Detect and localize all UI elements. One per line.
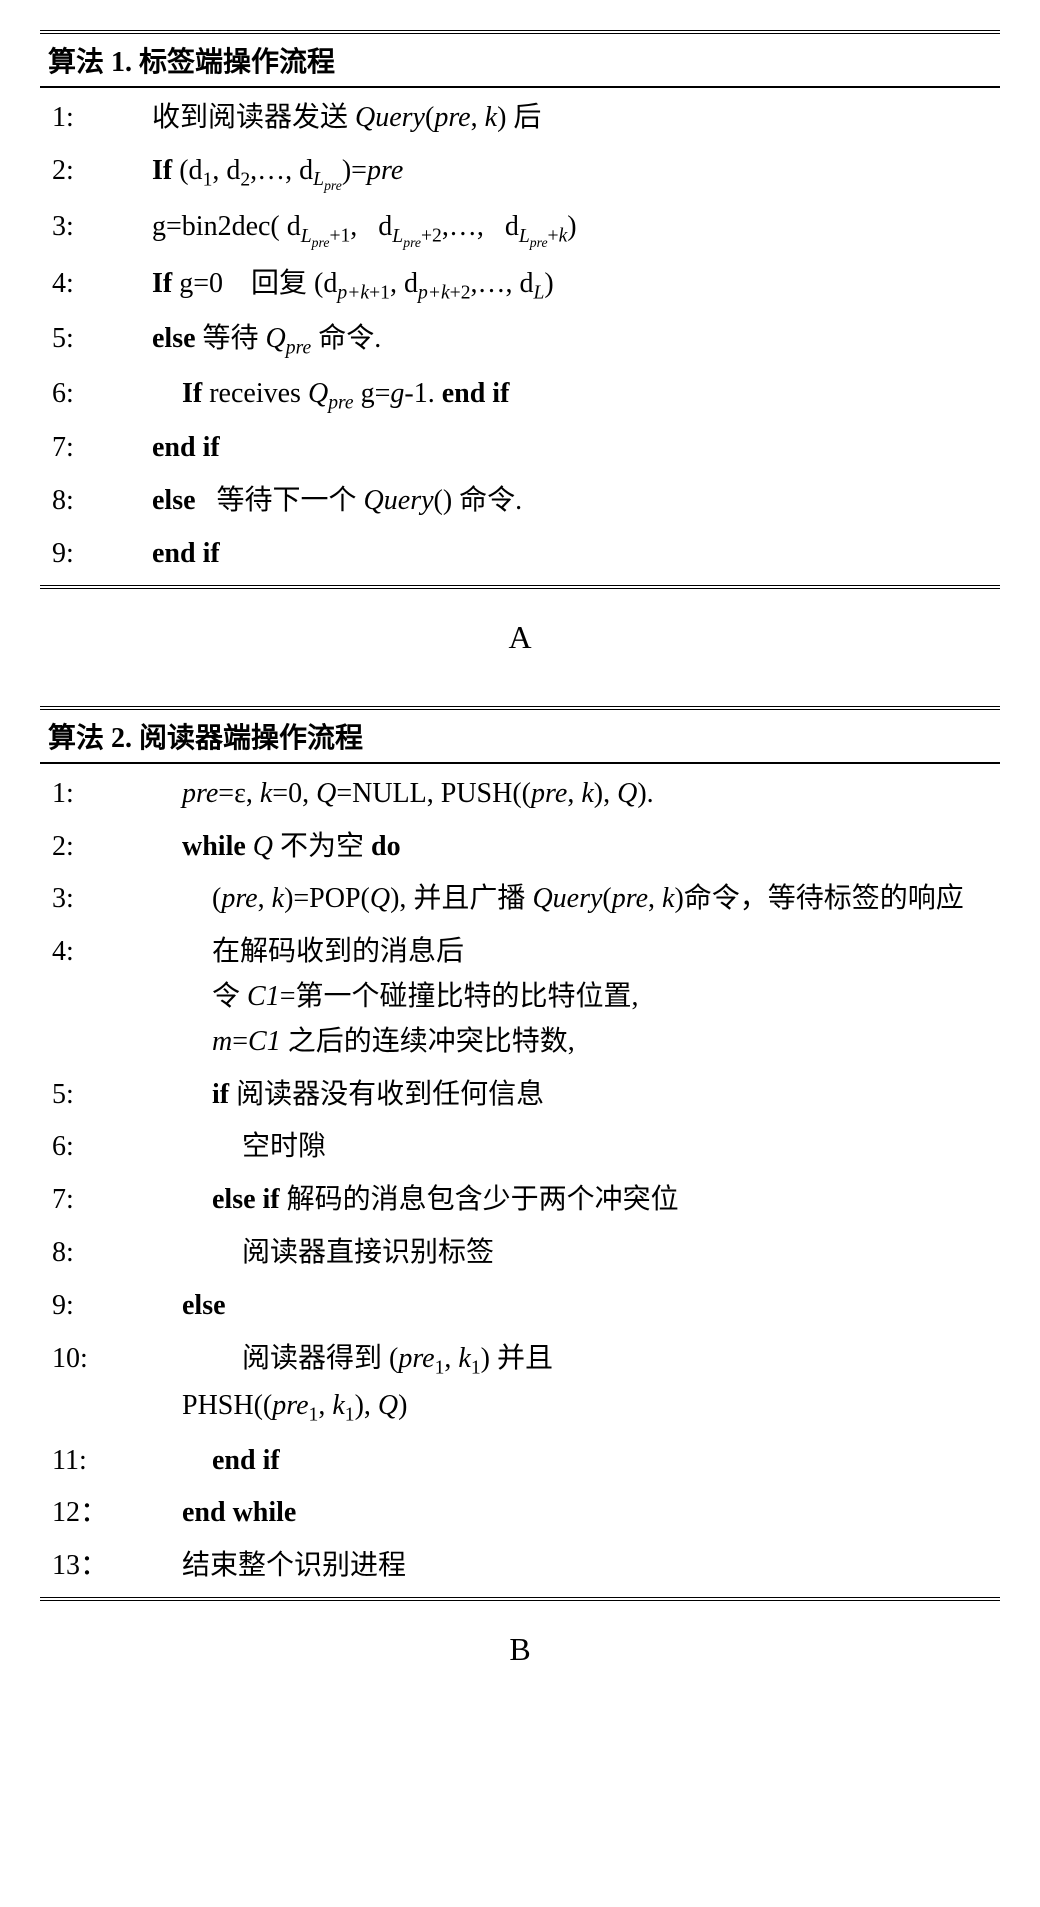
line-content: pre=ε, k=0, Q=NULL, PUSH((pre, k), Q).	[122, 772, 1000, 817]
line-content: else	[122, 1284, 1000, 1329]
algo1-label: A	[40, 619, 1000, 656]
algo2-title: 算法 2. 阅读器端操作流程	[40, 706, 1000, 764]
line-number: 6:	[40, 372, 122, 417]
algorithm-2: 算法 2. 阅读器端操作流程 1:pre=ε, k=0, Q=NULL, PUS…	[40, 706, 1000, 1601]
line-content: else if 解码的消息包含少于两个冲突位	[122, 1178, 1000, 1223]
algo-line: 1:收到阅读器发送 Query(pre, k) 后	[40, 92, 1000, 145]
line-number: 3:	[40, 877, 122, 922]
algo-line: 4:在解码收到的消息后令 C1=第一个碰撞比特的比特位置,m=C1 之后的连续冲…	[40, 926, 1000, 1068]
algo2-label: B	[40, 1631, 1000, 1668]
algorithm-1: 算法 1. 标签端操作流程 1:收到阅读器发送 Query(pre, k) 后2…	[40, 30, 1000, 589]
algo-line: 7:else if 解码的消息包含少于两个冲突位	[40, 1174, 1000, 1227]
line-content: 在解码收到的消息后令 C1=第一个碰撞比特的比特位置,m=C1 之后的连续冲突比…	[122, 930, 1000, 1064]
algo-line: 3:(pre, k)=POP(Q), 并且广播 Query(pre, k)命令，…	[40, 873, 1000, 926]
algo-line: 2:while Q 不为空 do	[40, 821, 1000, 874]
line-number: 7:	[40, 426, 122, 471]
algo-line: 6:空时隙	[40, 1121, 1000, 1174]
line-number: 5:	[40, 317, 122, 362]
line-content: 阅读器直接识别标签	[122, 1231, 1000, 1276]
line-content: if 阅读器没有收到任何信息	[122, 1073, 1000, 1118]
line-content: while Q 不为空 do	[122, 825, 1000, 870]
line-content: else 等待 Qpre 命令.	[122, 317, 1000, 364]
line-content: g=bin2dec( dLpre+1, dLpre+2,…, dLpre+k)	[122, 205, 1000, 253]
algo-line: 6:If receives Qpre g=g-1. end if	[40, 368, 1000, 423]
algo-line: 2:If (d1, d2,…, dLpre)=pre	[40, 145, 1000, 201]
line-number: 3:	[40, 205, 122, 250]
line-content: end if	[122, 532, 1000, 577]
algo-line: 7:end if	[40, 422, 1000, 475]
line-number: 11:	[40, 1439, 122, 1484]
algo-line: 10:阅读器得到 (pre1, k1) 并且PHSH((pre1, k1), Q…	[40, 1333, 1000, 1435]
line-content: end while	[122, 1491, 1000, 1536]
line-number: 1:	[40, 96, 122, 141]
algo1-body: 1:收到阅读器发送 Query(pre, k) 后2:If (d1, d2,…,…	[40, 88, 1000, 589]
line-number: 12：	[40, 1491, 122, 1536]
line-content: If g=0 回复 (dp+k+1, dp+k+2,…, dL)	[122, 262, 1000, 309]
algo1-title-text: 标签端操作流程	[139, 47, 335, 78]
algo-line: 13：结束整个识别进程	[40, 1540, 1000, 1593]
line-number: 8:	[40, 479, 122, 524]
line-content: 空时隙	[122, 1125, 1000, 1170]
algo2-title-prefix: 算法 2.	[48, 723, 132, 754]
algo-line: 9:else	[40, 1280, 1000, 1333]
line-number: 4:	[40, 262, 122, 307]
line-content: (pre, k)=POP(Q), 并且广播 Query(pre, k)命令，等待…	[122, 877, 1000, 922]
line-number: 9:	[40, 532, 122, 577]
line-number: 1:	[40, 772, 122, 817]
line-content: end if	[122, 1439, 1000, 1484]
line-content: If (d1, d2,…, dLpre)=pre	[122, 149, 1000, 197]
line-content: 收到阅读器发送 Query(pre, k) 后	[122, 96, 1000, 141]
algo1-title-prefix: 算法 1.	[48, 47, 132, 78]
line-content: else 等待下一个 Query() 命令.	[122, 479, 1000, 524]
algo2-body: 1:pre=ε, k=0, Q=NULL, PUSH((pre, k), Q).…	[40, 764, 1000, 1601]
algo-line: 12：end while	[40, 1487, 1000, 1540]
algo-line: 9:end if	[40, 528, 1000, 581]
line-content: If receives Qpre g=g-1. end if	[122, 372, 1000, 419]
line-number: 2:	[40, 825, 122, 870]
line-content: 阅读器得到 (pre1, k1) 并且PHSH((pre1, k1), Q)	[122, 1337, 1000, 1431]
line-number: 8:	[40, 1231, 122, 1276]
algo-line: 11:end if	[40, 1435, 1000, 1488]
line-number: 10:	[40, 1337, 122, 1382]
line-content: end if	[122, 426, 1000, 471]
algo-line: 5:else 等待 Qpre 命令.	[40, 313, 1000, 368]
algo-line: 8:else 等待下一个 Query() 命令.	[40, 475, 1000, 528]
line-number: 4:	[40, 930, 122, 975]
algo-line: 5:if 阅读器没有收到任何信息	[40, 1069, 1000, 1122]
algo-line: 3:g=bin2dec( dLpre+1, dLpre+2,…, dLpre+k…	[40, 201, 1000, 257]
algo1-title: 算法 1. 标签端操作流程	[40, 30, 1000, 88]
line-number: 9:	[40, 1284, 122, 1329]
algo-line: 4:If g=0 回复 (dp+k+1, dp+k+2,…, dL)	[40, 258, 1000, 313]
algo-line: 8:阅读器直接识别标签	[40, 1227, 1000, 1280]
algo-line: 1:pre=ε, k=0, Q=NULL, PUSH((pre, k), Q).	[40, 768, 1000, 821]
line-number: 7:	[40, 1178, 122, 1223]
algo2-title-text: 阅读器端操作流程	[139, 723, 363, 754]
line-number: 13：	[40, 1544, 122, 1589]
line-number: 2:	[40, 149, 122, 194]
line-number: 5:	[40, 1073, 122, 1118]
line-number: 6:	[40, 1125, 122, 1170]
line-content: 结束整个识别进程	[122, 1544, 1000, 1589]
